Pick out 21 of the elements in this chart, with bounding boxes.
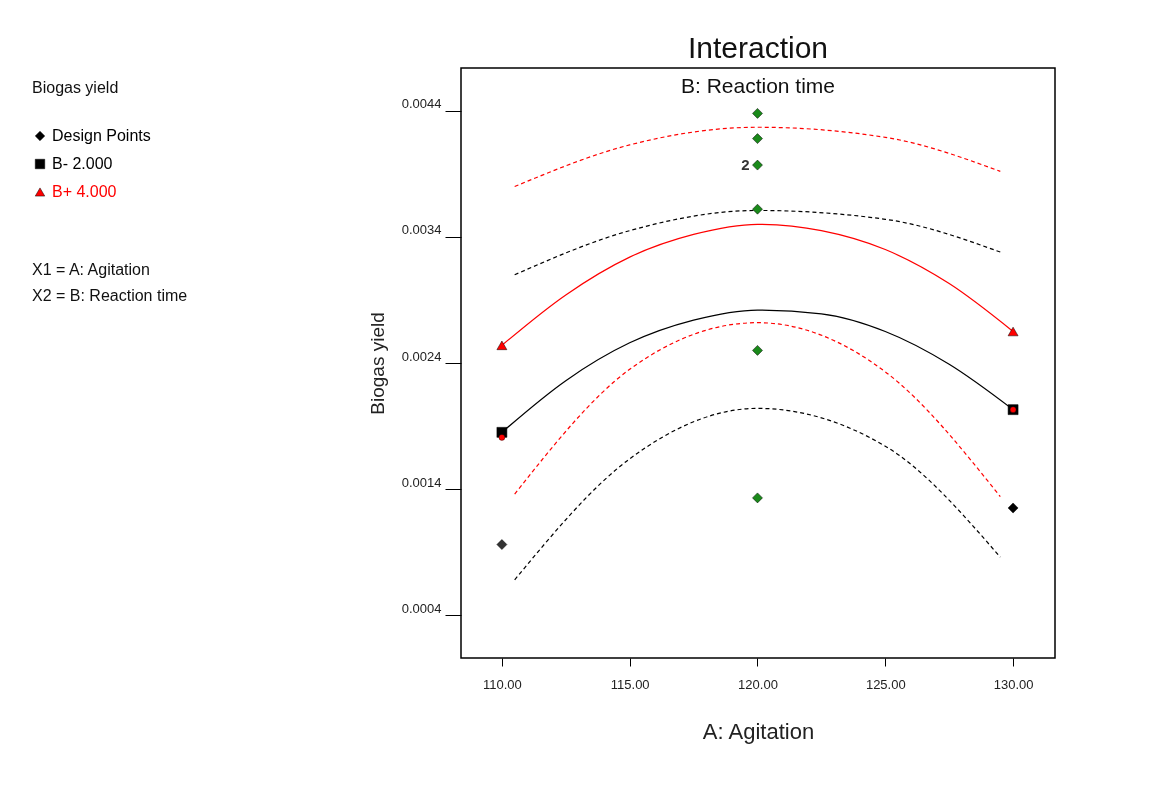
text: X2 = B: Reaction time [32, 287, 188, 304]
y-tick-label: 0.0014 [401, 474, 442, 490]
x-tick-label: 120.00 [738, 676, 778, 692]
x-axis-title: A: Agitation [702, 718, 815, 744]
text: X1 = A: Agitation [32, 261, 150, 278]
y-tick-label: 0.0004 [401, 600, 442, 616]
x-tick-label: 130.00 [993, 676, 1034, 692]
y-tick-label: 0.0034 [401, 222, 442, 238]
legend-label: B+ 4.000 [52, 183, 117, 200]
y-tick-label: 0.0044 [401, 96, 442, 112]
annotation: 2 [741, 156, 750, 174]
x-tick-label: 110.00 [483, 676, 522, 692]
x-tick-label: 125.00 [865, 676, 906, 692]
x-tick-label: 115.00 [610, 676, 650, 692]
y-tick-label: 0.0024 [401, 348, 442, 364]
chart-title: Interaction [687, 31, 829, 64]
legend-label: Design Points [52, 127, 151, 144]
y-axis-title: Biogas yield [366, 312, 388, 415]
legend-label: B- 2.000 [52, 155, 113, 172]
chart-subtitle: B: Reaction time [680, 74, 836, 97]
text: Biogas yield [32, 79, 119, 96]
